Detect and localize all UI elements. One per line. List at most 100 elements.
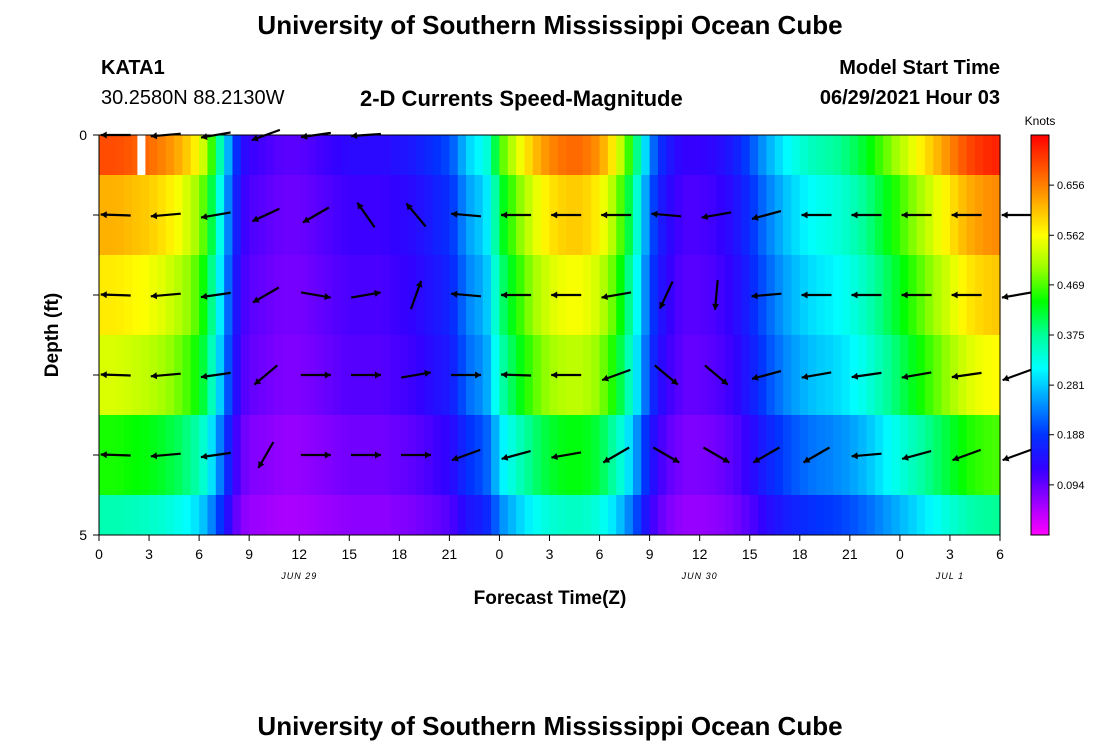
- heatmap-cell: [983, 495, 993, 536]
- heatmap-cell: [340, 135, 350, 176]
- vector-head: [258, 461, 265, 468]
- current-vector: [300, 451, 331, 459]
- heatmap-cell: [724, 495, 734, 536]
- heatmap-cell: [716, 495, 726, 536]
- heatmap-cell: [365, 175, 375, 256]
- heatmap-cell: [724, 175, 734, 256]
- heatmap-cell: [332, 335, 342, 416]
- heatmap-cell: [340, 415, 350, 496]
- x-tick-label: 0: [95, 546, 103, 562]
- heatmap-cell: [132, 415, 142, 496]
- heatmap-cell: [841, 335, 851, 416]
- heatmap-cell: [824, 495, 834, 536]
- vector-head: [252, 296, 260, 303]
- current-vector: [702, 446, 730, 464]
- model-start-value: 06/29/2021 Hour 03: [819, 87, 1000, 109]
- heatmap-cell: [240, 415, 250, 496]
- heatmap-cell: [991, 415, 1001, 496]
- vector-head: [701, 213, 709, 220]
- heatmap-cell: [874, 135, 884, 176]
- heatmap-cell: [516, 415, 526, 496]
- heatmap-cell: [908, 495, 918, 536]
- heatmap-cell: [691, 135, 701, 176]
- heatmap-cell: [816, 415, 826, 496]
- heatmap-cell: [891, 175, 901, 256]
- vector-head: [201, 133, 208, 140]
- current-vector: [751, 292, 782, 300]
- vector-head: [150, 212, 158, 220]
- heatmap-cell: [365, 135, 375, 176]
- heatmap-cell: [616, 135, 626, 176]
- heatmap-cell: [399, 175, 409, 256]
- heatmap-cell: [390, 495, 400, 536]
- heatmap-cell: [674, 135, 684, 176]
- heatmap-cell: [874, 335, 884, 416]
- heatmap-cell: [140, 255, 150, 336]
- heatmap-cell: [399, 255, 409, 336]
- current-vector: [150, 212, 181, 220]
- heatmap-cell: [682, 495, 692, 536]
- heatmap-cell: [274, 135, 284, 176]
- heatmap-cell: [749, 135, 759, 176]
- current-vector: [551, 371, 582, 379]
- heatmap-cell: [582, 135, 592, 176]
- heatmap-cell: [666, 415, 676, 496]
- heatmap-cell: [641, 135, 651, 176]
- heatmap-cell: [524, 135, 534, 176]
- heatmap-cell: [774, 495, 784, 536]
- vector-head: [406, 203, 413, 211]
- heatmap-cell: [157, 495, 167, 536]
- heatmap-cell: [657, 135, 667, 176]
- vector-head: [721, 378, 728, 385]
- heatmap-cell: [424, 135, 434, 176]
- current-vector: [150, 292, 181, 300]
- current-vectors: [100, 128, 1032, 469]
- heatmap-cell: [507, 135, 517, 176]
- heatmap-cell: [282, 175, 292, 256]
- vector-head: [351, 132, 358, 140]
- heatmap-cell: [357, 175, 367, 256]
- heatmap-cell: [949, 495, 959, 536]
- heatmap-cell: [324, 135, 334, 176]
- heatmap-cell: [449, 415, 459, 496]
- vector-head: [670, 378, 678, 385]
- heatmap-cell: [883, 415, 893, 496]
- heatmap-cell: [774, 175, 784, 256]
- heatmap-cell: [674, 415, 684, 496]
- heatmap-cell: [649, 415, 659, 496]
- current-vector: [701, 211, 732, 220]
- heatmap-cell: [933, 415, 943, 496]
- heatmap-cell: [507, 495, 517, 536]
- vector-head: [551, 291, 558, 299]
- heatmap-cell: [532, 135, 542, 176]
- heatmap-cell: [282, 255, 292, 336]
- heatmap-cell: [933, 495, 943, 536]
- heatmap-cell: [265, 175, 275, 256]
- heatmap-cell: [682, 175, 692, 256]
- x-tick-label: 0: [496, 546, 504, 562]
- current-vector: [551, 451, 582, 460]
- heatmap-cell: [365, 495, 375, 536]
- heatmap-cell: [574, 495, 584, 536]
- heatmap-cell: [282, 495, 292, 536]
- heatmap-cell: [307, 175, 317, 256]
- vector-head: [324, 451, 331, 459]
- vector-head: [851, 372, 859, 380]
- y-tick-label: 0: [79, 127, 87, 143]
- heatmap-cell: [149, 135, 158, 176]
- heatmap-cell: [424, 335, 434, 416]
- current-vector: [200, 211, 231, 220]
- heatmap-cell: [349, 255, 359, 336]
- x-tick-label: 18: [392, 546, 408, 562]
- current-vector: [601, 291, 632, 300]
- vector-head: [324, 293, 331, 300]
- plot-title: 2-D Currents Speed-Magnitude: [360, 86, 683, 111]
- current-vector: [801, 371, 832, 380]
- heatmap-cell: [474, 415, 484, 496]
- heatmap-cell: [783, 175, 793, 256]
- heatmap-cell: [390, 175, 400, 256]
- heatmap-cell: [983, 135, 993, 176]
- vector-head: [851, 452, 858, 460]
- current-vector: [350, 132, 381, 140]
- heatmap-cell: [624, 415, 634, 496]
